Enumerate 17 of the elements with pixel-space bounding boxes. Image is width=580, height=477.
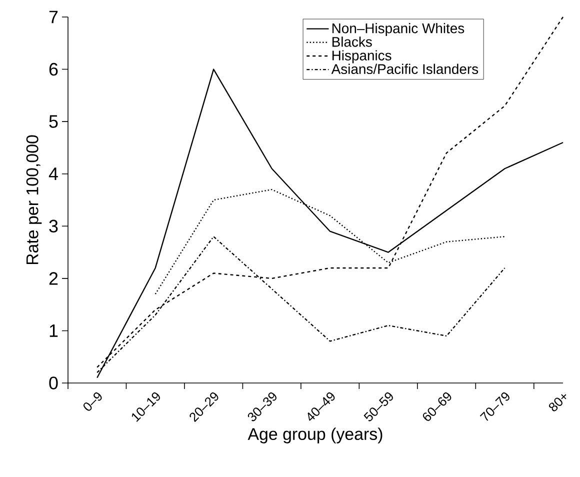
x-tick-label: 0–9 <box>83 392 102 411</box>
legend-label: Hispanics <box>332 50 392 64</box>
x-axis-title: Age group (years) <box>248 428 382 444</box>
y-tick-label: 4 <box>48 168 58 180</box>
legend-label: Non–Hispanic Whites <box>332 23 464 36</box>
line-series <box>154 188 506 295</box>
y-tick-label: 7 <box>49 10 58 24</box>
y-tick-label: 3 <box>49 220 58 232</box>
legend-label: Asians/Pacific Islanders <box>331 64 478 74</box>
y-axis-title: Rate per 100,000 <box>26 135 42 264</box>
y-tick-label: 2 <box>49 272 58 285</box>
y-tick-label: 1 <box>50 324 58 337</box>
x-tick-label: 80+ <box>548 394 566 412</box>
legend-label: Blacks <box>332 36 372 47</box>
y-tick-label: 0 <box>49 376 58 390</box>
y-tick-label: 5 <box>49 115 58 128</box>
y-tick-label: 6 <box>49 62 58 76</box>
